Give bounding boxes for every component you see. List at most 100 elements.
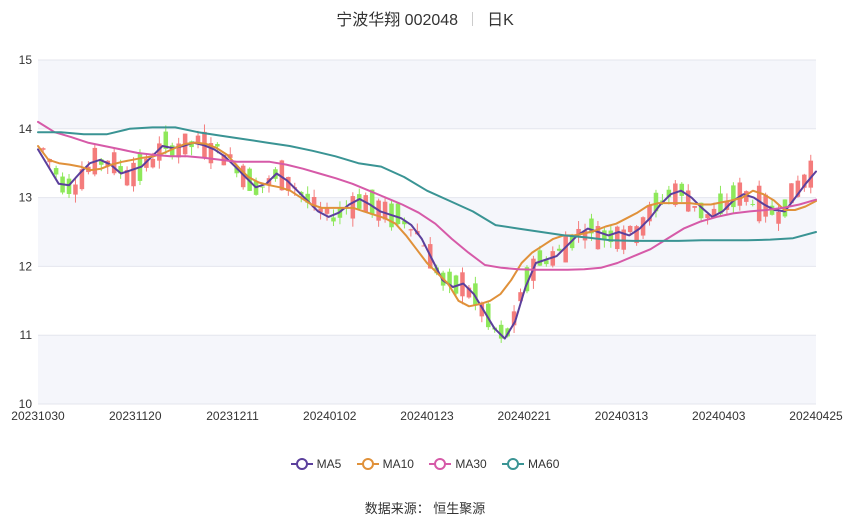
x-tick-label: 20240102 xyxy=(303,409,357,423)
legend: MA5 MA10 MA30 MA60 xyxy=(0,457,850,473)
candle-up xyxy=(576,228,581,236)
candle-down xyxy=(447,271,452,286)
candle-up xyxy=(208,143,214,164)
candle-up xyxy=(737,182,743,206)
candle-up xyxy=(324,207,330,214)
period-label: 日K xyxy=(487,12,514,29)
candle-up xyxy=(724,200,730,210)
candle-up xyxy=(382,201,388,220)
legend-ma5[interactable]: MA5 xyxy=(290,457,342,471)
candle-up xyxy=(318,208,323,212)
candle-down xyxy=(163,131,169,149)
candle-up xyxy=(286,176,291,191)
candle-up xyxy=(789,183,794,204)
candle-up xyxy=(673,183,678,206)
y-tick-label: 12 xyxy=(19,259,33,273)
candle-down xyxy=(395,203,401,225)
x-tick-label: 20240221 xyxy=(498,409,552,423)
candle-up xyxy=(634,226,639,244)
candle-up xyxy=(685,190,691,212)
y-tick-label: 15 xyxy=(19,53,33,67)
candle-up xyxy=(582,230,588,241)
candle-up xyxy=(756,185,762,222)
candle-down xyxy=(731,185,736,208)
candle-down xyxy=(331,217,336,222)
legend-label: MA10 xyxy=(382,457,414,471)
x-tick-label: 20240403 xyxy=(692,409,746,423)
x-tick-label: 20240425 xyxy=(789,409,843,423)
candle-down xyxy=(718,193,723,215)
x-tick-label: 20240313 xyxy=(595,409,649,423)
candle-down xyxy=(750,203,755,205)
candle-up xyxy=(240,165,246,188)
x-tick-label: 20231211 xyxy=(206,409,259,423)
candle-up xyxy=(408,229,414,231)
candle-down xyxy=(679,183,685,196)
candle-up xyxy=(111,152,117,174)
candle-up xyxy=(705,214,710,219)
candle-up xyxy=(595,226,601,250)
candle-down xyxy=(653,192,659,212)
y-tick-label: 10 xyxy=(19,397,33,411)
candle-down xyxy=(402,220,407,225)
candle-down xyxy=(453,275,459,294)
candle-down xyxy=(524,267,530,292)
legend-ma10[interactable]: MA10 xyxy=(356,457,414,471)
candle-up xyxy=(157,143,162,161)
grid-band xyxy=(38,335,816,404)
candle-up xyxy=(744,191,749,202)
candle-up xyxy=(176,143,181,158)
candle-up xyxy=(802,174,807,188)
x-tick-label: 20231120 xyxy=(109,409,162,423)
candle-down xyxy=(357,194,362,209)
candlestick-chart: 10 11 12 13 14 15 20231030 20231120 20231211 2024… xyxy=(11,53,843,423)
stock-name: 宁波华翔 002048 xyxy=(336,12,459,29)
candle-down xyxy=(369,189,375,215)
candle-down xyxy=(498,324,504,339)
candle-up xyxy=(150,158,156,168)
candle-down xyxy=(118,166,123,174)
candle-up xyxy=(511,311,517,326)
candle-up xyxy=(808,160,814,188)
candle-down xyxy=(473,283,478,305)
candle-down xyxy=(544,260,549,265)
candle-down xyxy=(66,178,72,194)
legend-label: MA60 xyxy=(528,457,560,471)
candle-up xyxy=(311,197,317,208)
candle-up xyxy=(124,170,130,186)
candle-down xyxy=(698,202,704,219)
candle-up xyxy=(776,211,781,224)
y-tick-label: 11 xyxy=(20,328,33,342)
candle-down xyxy=(666,189,672,198)
candle-down xyxy=(260,186,265,188)
candle-down xyxy=(486,303,491,328)
candle-up xyxy=(228,154,233,158)
candle-down xyxy=(589,218,594,234)
legend-label: MA30 xyxy=(455,457,487,471)
candle-up xyxy=(711,208,717,217)
candle-down xyxy=(537,250,543,266)
candle-up xyxy=(73,184,78,195)
candle-up xyxy=(40,148,46,150)
candle-up xyxy=(363,195,368,213)
candle-up xyxy=(795,180,801,197)
candle-up xyxy=(195,135,201,145)
line-ma10 xyxy=(37,141,817,308)
legend-ma60[interactable]: MA60 xyxy=(502,457,559,471)
candle-up xyxy=(466,287,472,298)
candle-up xyxy=(479,302,485,317)
legend-label: MA5 xyxy=(316,457,342,471)
candle-up xyxy=(518,292,523,302)
candle-down xyxy=(305,193,310,203)
line-ma30 xyxy=(37,120,817,271)
chart-title: 宁波华翔 002048 日K xyxy=(0,6,850,30)
candle-up xyxy=(647,205,652,222)
candle-up xyxy=(692,205,697,208)
candle-up xyxy=(621,229,626,250)
y-tick-label: 14 xyxy=(19,122,33,136)
candle-up xyxy=(627,225,633,233)
candle-up xyxy=(615,226,620,250)
candle-up xyxy=(421,245,427,247)
legend-ma30[interactable]: MA30 xyxy=(429,457,487,471)
candle-down xyxy=(556,248,562,251)
